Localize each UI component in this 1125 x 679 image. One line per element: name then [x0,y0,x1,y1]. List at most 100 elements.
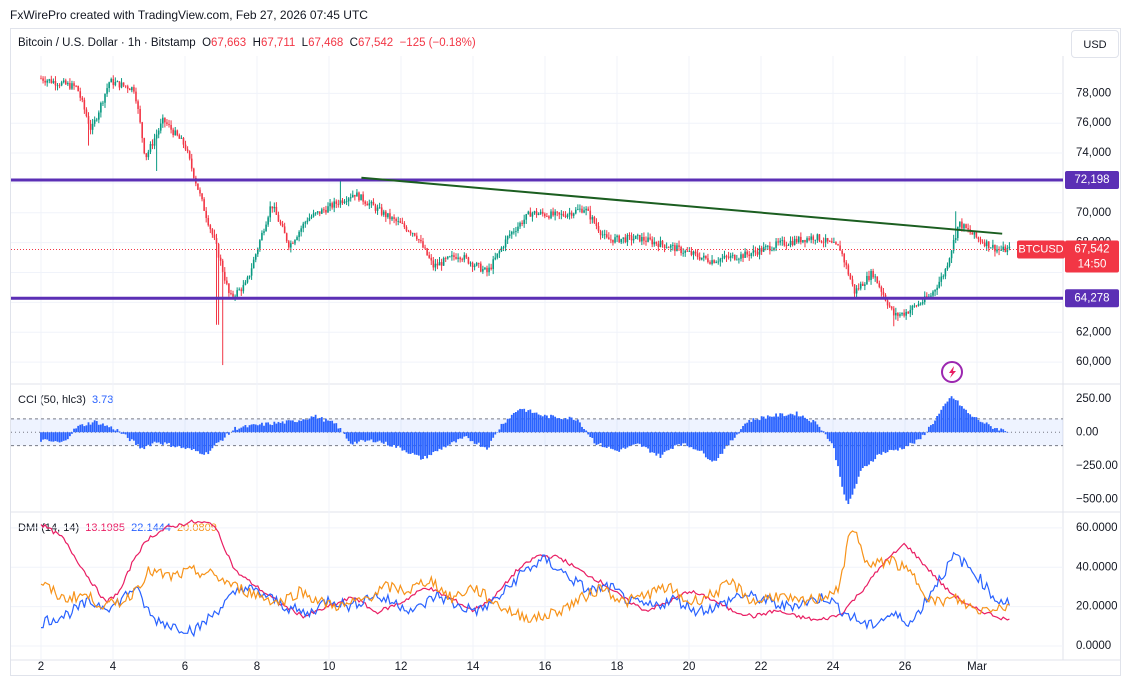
cci-bar [821,431,823,433]
candle-body [521,223,523,224]
cci-bar [905,432,907,445]
cci-bar [631,432,633,445]
candle-body [499,251,501,253]
cci-bar [209,432,211,451]
candle-body [808,238,810,240]
candle-body [344,202,346,203]
candle-body [734,255,736,260]
candle-body [181,138,183,139]
cci-bar [612,432,614,449]
candle-body [381,207,383,214]
cci-bar [339,428,341,432]
cci-bar [860,432,862,471]
cci-bar [655,432,657,455]
candle-body [920,304,922,305]
candle-body [486,268,488,272]
cci-bar [199,432,201,453]
candle-body [536,211,538,215]
cci-bar [236,430,238,432]
candle-body [218,244,220,258]
cci-tick-label: 0.00 [1076,426,1098,438]
cci-bar [868,432,870,464]
cci-bar [573,420,575,432]
candle-body [589,211,591,220]
candle-body [203,199,205,211]
candle-body [222,261,224,272]
cci-bar [955,400,957,432]
dmi-tick-label: 0.0000 [1076,640,1111,652]
candle-body [897,313,899,316]
candle-body [276,207,278,215]
candle-body [406,227,408,231]
candle-body [342,200,344,203]
cci-bar [978,420,980,432]
cci-bar [629,432,631,446]
cci-bar [998,431,1000,433]
cci-bar [622,432,624,448]
cci-bar [284,424,286,433]
candle-body [319,211,321,213]
candle-body [55,81,57,85]
candle-body [916,306,918,307]
cci-tick-label: −250.00 [1076,460,1118,472]
candle-body [404,223,406,227]
cci-bar [420,432,422,459]
cci-bar [967,413,969,432]
cci-bar [783,416,785,432]
candle-body [973,232,975,234]
cci-bar [98,425,100,432]
cci-bar [164,432,166,442]
cci-bar [742,426,744,432]
cci-bar [106,425,108,432]
candle-body [550,211,552,218]
cci-bar [973,417,975,432]
cci-bar [990,426,992,432]
candle-body [912,306,914,310]
candle-body [895,313,897,315]
cci-bar [104,426,106,432]
cci-bar [928,427,930,432]
candle-body [552,211,554,215]
candle-body [581,209,583,213]
candle-body [984,243,986,246]
candle-body [660,241,662,247]
cci-bar [829,432,831,441]
cci-bar [918,432,920,439]
cci-bar [465,432,467,436]
cci-bar [280,423,282,432]
cci-bar [637,432,639,443]
cci-bar [131,432,133,439]
candle-body [176,130,178,135]
cci-bar [816,424,818,432]
cci-bar [395,432,397,448]
cci-bar [451,432,453,442]
candle-body [331,203,333,207]
x-tick-label: 22 [755,661,768,673]
candle-body [656,242,658,244]
cci-bar [773,417,775,433]
cci-bar [315,415,317,432]
cci-bar [633,432,635,444]
cci-bar [391,432,393,446]
cci-bar [980,422,982,432]
candle-body [577,209,579,210]
cci-bar [77,426,79,432]
cci-bar [253,424,255,432]
candle-body [730,256,732,258]
candle-body [416,236,418,240]
cci-bar [222,432,224,441]
candle-body [864,284,866,286]
cci-bar [878,432,880,454]
cci-bar [238,429,240,433]
cci-bar [843,432,845,494]
candle-body [779,241,781,243]
cci-bar [377,432,379,441]
candle-body [420,240,422,241]
level-price-label: 64,278 [1074,292,1109,304]
cci-bar [346,432,348,438]
cci-bar [472,432,474,441]
cci-bar [511,415,513,432]
cci-bar [441,432,443,449]
candle-body [478,263,480,264]
